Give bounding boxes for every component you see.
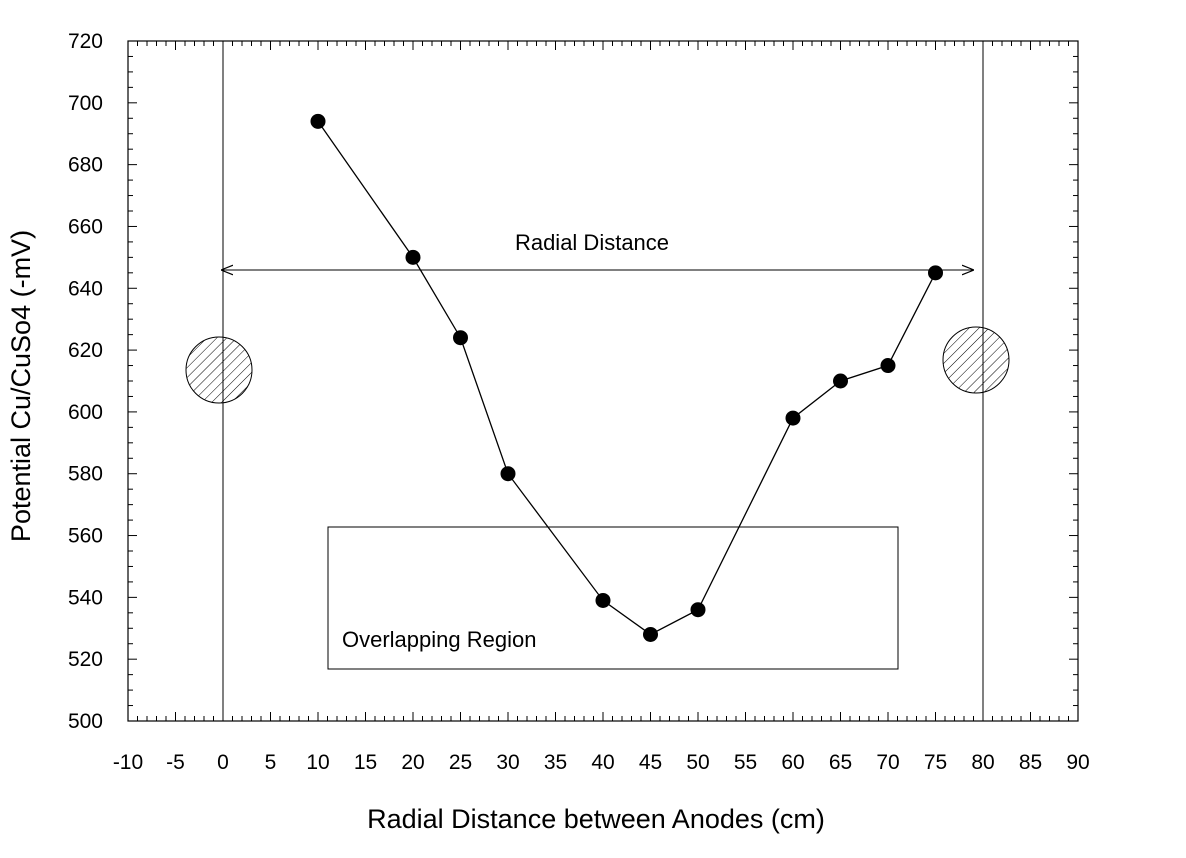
x-tick-label: 20 bbox=[401, 751, 424, 774]
x-tick-label: 0 bbox=[217, 751, 229, 774]
x-tick-label: 65 bbox=[829, 751, 852, 774]
x-tick-label: 5 bbox=[265, 751, 277, 774]
x-tick-label: 80 bbox=[971, 751, 994, 774]
data-point bbox=[500, 466, 516, 482]
y-axis-title: Potential Cu/CuSo4 (-mV) bbox=[6, 230, 36, 542]
plot-frame bbox=[127, 40, 1079, 722]
series-potential bbox=[310, 113, 943, 642]
radial-distance-label: Radial Distance bbox=[515, 230, 669, 255]
x-tick-label: 55 bbox=[734, 751, 757, 774]
y-tick-label: 720 bbox=[68, 30, 103, 53]
x-tick-label: 50 bbox=[686, 751, 709, 774]
x-tick-label: 45 bbox=[639, 751, 662, 774]
y-tick-label: 600 bbox=[68, 401, 103, 424]
x-tick-label: 90 bbox=[1066, 751, 1089, 774]
x-tick-label: 60 bbox=[781, 751, 804, 774]
data-point bbox=[690, 602, 706, 618]
x-tick-label: -5 bbox=[166, 751, 185, 774]
x-tick-label: 40 bbox=[591, 751, 614, 774]
y-tick-label: 660 bbox=[68, 215, 103, 238]
left-anode-symbol bbox=[185, 336, 253, 404]
data-point bbox=[785, 410, 801, 426]
overlapping-region-label: Overlapping Region bbox=[342, 627, 536, 652]
right-anode-symbol bbox=[942, 326, 1010, 394]
axis-ticks bbox=[127, 40, 1079, 722]
x-tick-label: 15 bbox=[354, 751, 377, 774]
data-point bbox=[595, 592, 611, 608]
y-tick-label: 540 bbox=[68, 586, 103, 609]
y-tick-label: 560 bbox=[68, 525, 103, 548]
data-point bbox=[928, 265, 943, 281]
data-point bbox=[453, 330, 468, 346]
anode-reference-lines bbox=[222, 49, 984, 721]
x-tick-label: 70 bbox=[876, 751, 899, 774]
data-point bbox=[833, 373, 848, 389]
x-tick-labels: -10 -5 0 5 10 15 20 25 30 35 40 45 50 55 60 65 70 75 80 85 9… bbox=[113, 751, 1090, 774]
x-tick-label: 10 bbox=[306, 751, 329, 774]
x-tick-label: 35 bbox=[544, 751, 567, 774]
y-tick-label: 640 bbox=[68, 277, 103, 300]
x-tick-label: 30 bbox=[496, 751, 519, 774]
data-point bbox=[405, 249, 421, 265]
x-axis-title: Radial Distance between Anodes (cm) bbox=[367, 804, 825, 834]
y-tick-label: 680 bbox=[68, 154, 103, 177]
y-tick-label: 580 bbox=[68, 463, 103, 486]
y-tick-label: 620 bbox=[68, 339, 103, 362]
y-tick-label: 700 bbox=[68, 92, 103, 115]
y-tick-label: 520 bbox=[68, 648, 103, 671]
y-tick-labels: 500 520 540 560 580 600 620 640 660 680 700 720 bbox=[68, 30, 103, 733]
data-point bbox=[310, 113, 326, 129]
data-point bbox=[880, 358, 896, 374]
x-tick-label: 25 bbox=[449, 751, 472, 774]
data-point bbox=[643, 626, 658, 642]
x-tick-label: -10 bbox=[113, 751, 143, 774]
x-tick-label: 75 bbox=[924, 751, 947, 774]
x-tick-label: 85 bbox=[1019, 751, 1042, 774]
overlapping-region-box bbox=[327, 526, 899, 670]
y-tick-label: 500 bbox=[68, 710, 103, 733]
